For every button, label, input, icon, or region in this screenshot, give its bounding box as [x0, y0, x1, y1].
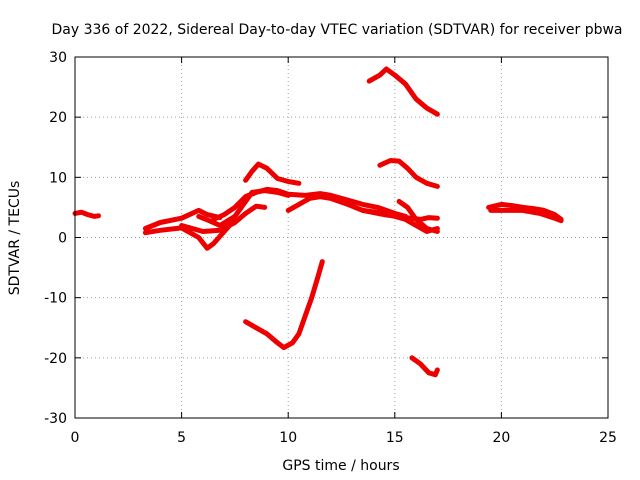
- series-arc-10: [396, 198, 440, 234]
- x-tick-label: 25: [599, 430, 617, 446]
- grid: [75, 57, 608, 418]
- y-tick-label: -20: [44, 351, 67, 367]
- x-tick-label: 10: [279, 430, 297, 446]
- x-axis-label: GPS time / hours: [282, 458, 399, 474]
- data-series: [72, 66, 564, 378]
- series-arc-14: [409, 355, 440, 378]
- series-arc-15: [486, 201, 564, 222]
- y-tick-label: 30: [49, 50, 67, 66]
- plot-frame: [74, 56, 609, 419]
- y-tick-label: 10: [49, 170, 67, 186]
- series-arc-8: [285, 194, 440, 222]
- series-arc-16: [488, 207, 564, 224]
- x-tick-label: 5: [177, 430, 186, 446]
- x-tick-label: 0: [71, 430, 80, 446]
- y-tick-label: -30: [44, 411, 67, 427]
- series-arc-6: [243, 161, 302, 186]
- series-arc-2: [142, 207, 223, 231]
- series-arc-4: [179, 203, 268, 234]
- series-arc-12: [377, 158, 440, 189]
- x-tick-label: 20: [492, 430, 510, 446]
- series-arc-1: [72, 209, 101, 219]
- y-axis-label: SDTVAR / TECUs: [7, 181, 23, 296]
- axis-ticks: 0 5 10 15 20 25 -30 -20 -10 0 10 20 30: [44, 50, 617, 446]
- y-tick-label: -10: [44, 291, 67, 307]
- chart-title: Day 336 of 2022, Sidereal Day-to-day VTE…: [51, 22, 622, 38]
- y-tick-label: 20: [49, 110, 67, 126]
- x-tick-label: 15: [386, 430, 404, 446]
- series-arc-7: [211, 186, 408, 222]
- y-tick-label: 0: [58, 231, 67, 247]
- series-arc-11: [366, 66, 440, 117]
- series-arc-13: [243, 259, 325, 351]
- series-arc-3: [142, 216, 238, 251]
